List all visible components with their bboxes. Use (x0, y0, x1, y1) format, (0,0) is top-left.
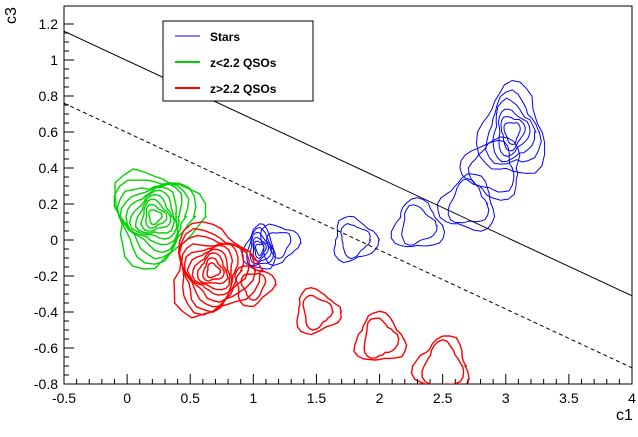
legend-label-highz: z>2.2 QSOs (210, 82, 277, 96)
contour-2 (421, 338, 465, 384)
reference-lines (64, 30, 632, 369)
contour-0 (340, 223, 372, 260)
x-axis-title: c1 (616, 407, 633, 424)
contour-0 (390, 197, 446, 248)
y-tick-label: 1.2 (39, 16, 59, 32)
contour-1 (128, 189, 178, 240)
x-tick-label: 2.5 (433, 390, 453, 406)
contour-0 (333, 215, 381, 264)
x-axis-title-text: c1 (616, 407, 633, 424)
y-tick-label: 0.6 (39, 124, 59, 140)
legend: Stars z<2.2 QSOs z>2.2 QSOs (162, 20, 314, 102)
x-tick-label: 0 (123, 390, 131, 406)
x-tick-label: 1 (249, 390, 257, 406)
x-tick-label: 0.5 (180, 390, 200, 406)
contour-0 (436, 173, 496, 232)
y-tick-label: 0 (50, 232, 58, 248)
contour-layer (113, 79, 546, 384)
y-tick-label: 0.4 (39, 160, 59, 176)
y-tick-label: -0.4 (34, 304, 58, 320)
y-tick-label: 0.2 (39, 196, 59, 212)
x-tick-label: 2 (376, 390, 384, 406)
contour-2 (196, 252, 229, 285)
contour-2 (296, 286, 343, 336)
contour-0 (401, 204, 438, 246)
contour-2 (191, 248, 231, 291)
contour-0 (500, 116, 526, 152)
y-axis-title-text: c3 (3, 7, 20, 24)
contour-1 (125, 186, 179, 246)
contour-2 (302, 294, 335, 331)
legend-label-stars: Stars (210, 30, 240, 44)
legend-label-lowz: z<2.2 QSOs (210, 56, 277, 70)
x-tick-label: 3.5 (559, 390, 579, 406)
contour-2 (353, 310, 408, 361)
x-tick-label: -0.5 (52, 390, 76, 406)
contour-0 (252, 236, 270, 262)
contour-2 (206, 262, 222, 279)
contour-0 (254, 243, 265, 257)
contour-0 (485, 89, 542, 165)
y-tick-label: 0.8 (39, 88, 59, 104)
contour-2 (410, 335, 470, 384)
contour-0 (260, 223, 302, 267)
y-tick-label: -0.2 (34, 268, 58, 284)
x-tick-label: 3 (502, 390, 510, 406)
contour-1 (134, 193, 176, 234)
contour-0 (492, 97, 537, 163)
x-tick-label: 4 (628, 390, 636, 406)
contour-0 (265, 232, 292, 260)
contour-0 (497, 108, 531, 157)
contour-2 (178, 227, 257, 316)
contour-2 (363, 317, 400, 359)
axes: -0.5 0 0.5 1 1.5 2 2.5 3 3.5 4 -0.8 -0.6 -0.4 -0.2 0 0.… (34, 16, 636, 406)
y-tick-label: 1 (50, 52, 58, 68)
y-axis-title: c3 (3, 7, 20, 24)
contour-2 (178, 234, 251, 313)
contour-0 (503, 122, 521, 145)
y-tick-label: -0.8 (34, 376, 58, 392)
contour-1 (147, 209, 164, 226)
contour-1 (140, 198, 172, 232)
contour-0 (467, 139, 515, 193)
solid-reference-line (64, 30, 632, 297)
x-tick-label: 1.5 (307, 390, 327, 406)
contour-0 (475, 79, 546, 174)
contour-2 (240, 272, 267, 301)
y-tick-label: -0.6 (34, 340, 58, 356)
contour-0 (241, 223, 276, 270)
contour-0 (459, 136, 521, 201)
contour-1 (145, 203, 168, 229)
contour-2 (173, 221, 265, 319)
contour-2 (234, 265, 277, 308)
contour-2 (201, 257, 225, 282)
